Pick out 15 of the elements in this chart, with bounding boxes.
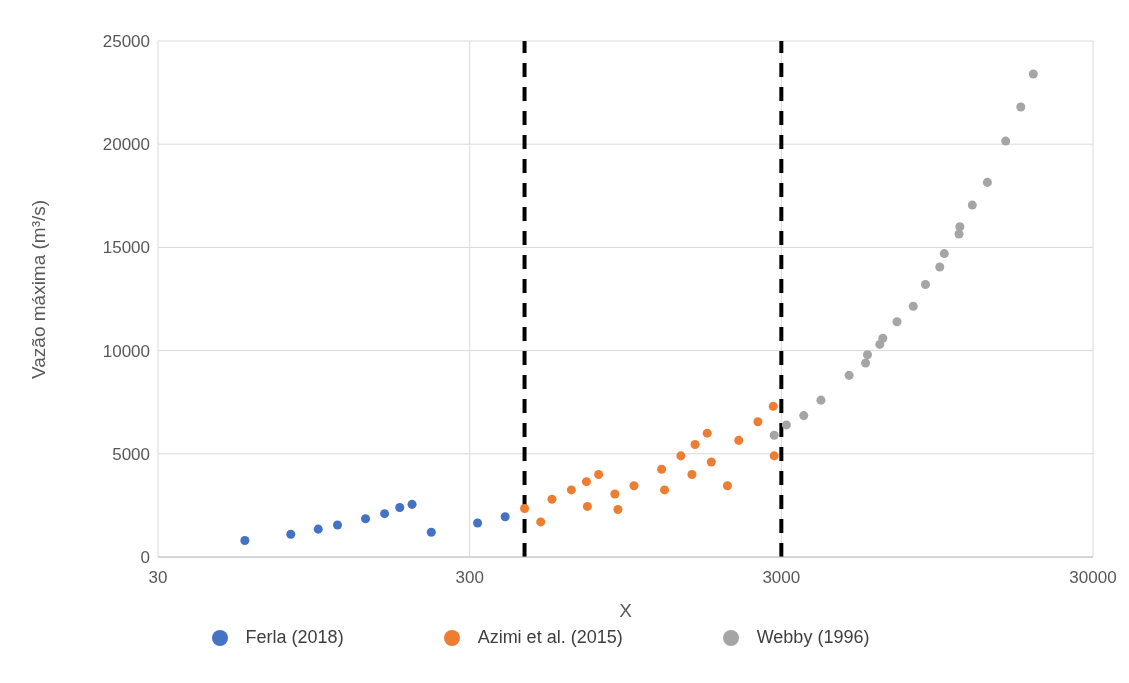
y-tick-label: 15000: [102, 238, 150, 258]
legend-label: Webby (1996): [756, 627, 870, 647]
x-tick-label: 3000: [762, 568, 801, 588]
y-axis-title: Vazão máxima (m³/s): [27, 199, 49, 379]
legend-label: Azimi et al. (2015): [477, 627, 623, 647]
x-tick-label: 30: [148, 568, 168, 588]
y-tick-label: 25000: [102, 32, 150, 52]
y-tick-label: 5000: [112, 444, 150, 464]
y-tick-label: 0: [140, 548, 150, 568]
x-tick-label: 30000: [1069, 568, 1117, 588]
legend-label: Ferla (2018): [245, 627, 344, 647]
y-tick-label: 20000: [102, 135, 150, 155]
y-tick-label: 10000: [102, 341, 150, 361]
x-axis-title: X: [619, 600, 633, 621]
x-tick-label: 300: [455, 568, 484, 588]
